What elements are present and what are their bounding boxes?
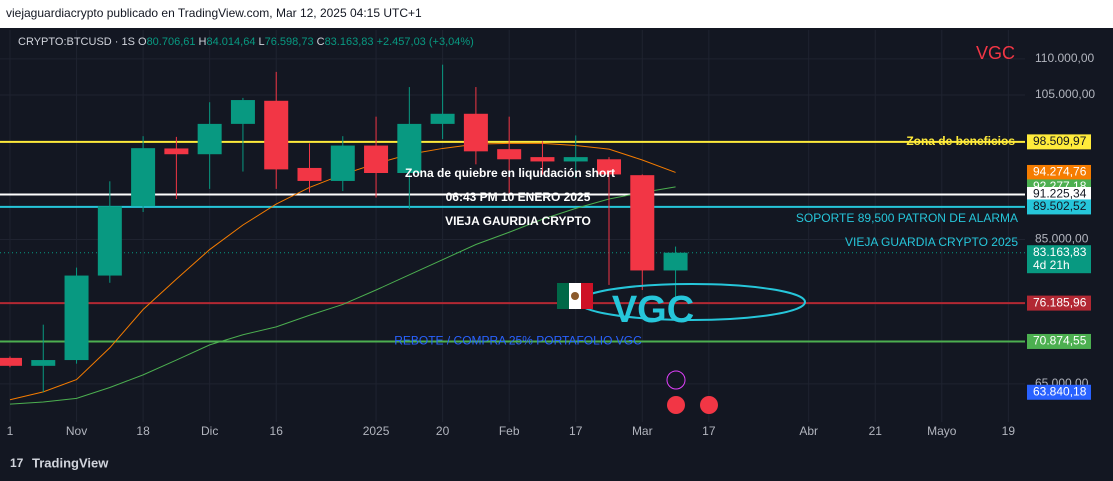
x-tick-label: 1 <box>7 424 14 438</box>
x-tick-label: Mayo <box>927 424 957 438</box>
candle-body <box>630 175 655 271</box>
price-label: 70.874,55 <box>1033 334 1087 348</box>
candle-body <box>164 148 189 155</box>
candle-body <box>497 149 522 160</box>
price-label: 98.509,97 <box>1033 134 1087 148</box>
price-label-bg <box>1027 333 1091 349</box>
price-label-bg <box>1027 186 1091 202</box>
legend-value: +2.457,03 (+3,04%) <box>377 36 474 48</box>
candle-body <box>97 206 122 276</box>
level-text: SOPORTE 89,500 PATRON DE ALARMA <box>796 211 1018 225</box>
annotation: VGC <box>612 289 694 331</box>
price-label-bg <box>1027 295 1091 311</box>
candle-body <box>31 360 56 366</box>
price-label: 76.185,96 <box>1033 295 1087 309</box>
candle-body <box>430 113 455 124</box>
price-label-bg <box>1027 134 1091 150</box>
x-tick-label: 2025 <box>363 424 390 438</box>
candle-body <box>297 167 322 181</box>
annotation: VIEJA GAURDIA CRYPTO <box>445 214 591 228</box>
price-label-bg <box>1027 245 1091 274</box>
footer: TradingView <box>32 455 109 470</box>
flag <box>557 283 593 309</box>
x-tick-label: Nov <box>66 424 87 438</box>
x-tick-label: 17 <box>702 424 716 438</box>
price-label-bg <box>1027 164 1091 180</box>
x-tick-label: 20 <box>436 424 450 438</box>
x-tick-label: 16 <box>270 424 284 438</box>
candle-body <box>197 123 222 155</box>
y-tick-label: 85.000,00 <box>1035 232 1089 246</box>
candle-body <box>563 157 588 162</box>
symbol: CRYPTO:BTCUSD · 1S <box>18 36 135 48</box>
chart-bg <box>0 28 1113 449</box>
candle-body <box>364 145 389 173</box>
candle-body <box>64 275 89 361</box>
watermark: VGC <box>976 43 1015 63</box>
annotation: 06:43 PM 10 ENERO 2025 <box>446 190 591 204</box>
y-tick-label: 105.000,00 <box>1035 87 1095 101</box>
candle-body <box>230 100 255 124</box>
x-tick-label: 21 <box>869 424 883 438</box>
price-label: 89.502,52 <box>1033 199 1087 213</box>
candle-body <box>330 145 355 181</box>
level-text: REBOTE / COMPRA 25% PORTAFOLIO VGC <box>394 334 642 348</box>
legend-o: O80.706,61 H84.014,64 L76.598,73 C83.163… <box>138 36 474 48</box>
header: viejaguardiacrypto publicado en TradingV… <box>6 6 422 20</box>
price-label-sub: 4d 21h <box>1033 258 1070 272</box>
footer-bg <box>0 449 1113 481</box>
level-text: Zona de beneficios <box>906 134 1015 148</box>
footer-logo: 17 TradingView <box>10 455 109 470</box>
logo-mark: 17 <box>10 456 24 470</box>
legend-value: 84.014,64 <box>207 36 256 48</box>
x-tick-label: Mar <box>632 424 653 438</box>
candle-body <box>463 113 488 152</box>
candle-body <box>530 157 555 162</box>
legend-value: 80.706,61 <box>147 36 196 48</box>
annotation: VIEJA GUARDIA CRYPTO 2025 <box>845 235 1018 249</box>
price-label: 63.840,18 <box>1033 384 1087 398</box>
x-tick-label: Dic <box>201 424 218 438</box>
y-tick-label: 110.000,00 <box>1035 51 1094 65</box>
candle-body <box>0 357 22 366</box>
price-label: 83.163,83 <box>1033 245 1087 259</box>
x-tick-label: 17 <box>569 424 583 438</box>
x-tick-label: 19 <box>1002 424 1016 438</box>
candle-body <box>663 252 688 271</box>
header-bg <box>0 0 1113 28</box>
candle-body <box>597 159 622 175</box>
price-label-bg <box>1027 199 1091 215</box>
candle-body <box>264 100 289 170</box>
legend-value: 83.163,83 <box>325 36 374 48</box>
x-tick-label: Abr <box>799 424 818 438</box>
price-label: 94.274,76 <box>1033 165 1087 179</box>
event-icons <box>666 370 718 414</box>
price-label-bg <box>1027 384 1091 400</box>
moving-average <box>9 186 676 405</box>
candle-body <box>397 123 422 173</box>
x-tick-label: 18 <box>136 424 150 438</box>
price-label: 91.225,34 <box>1033 187 1087 201</box>
candle-body <box>131 148 156 207</box>
x-tick-label: Feb <box>499 424 520 438</box>
annotation: Zona de quiebre en liquidación short <box>405 166 615 180</box>
legend-value: 76.598,73 <box>265 36 314 48</box>
